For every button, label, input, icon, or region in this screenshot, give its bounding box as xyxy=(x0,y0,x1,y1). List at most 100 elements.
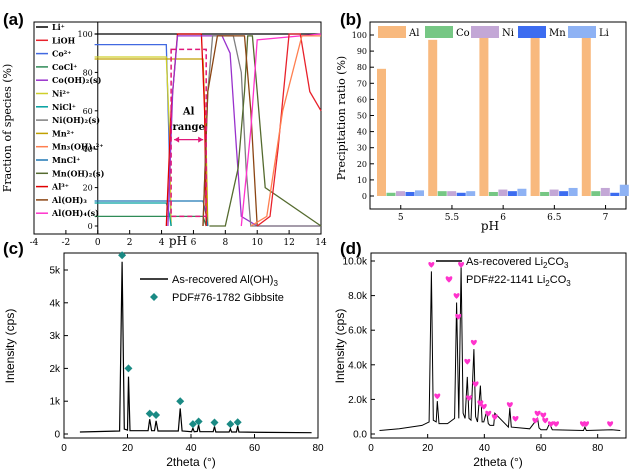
a-xtick-label-10: 10 xyxy=(251,238,263,248)
b-bar-li-7 xyxy=(619,184,629,196)
b-bar-mn-5 xyxy=(405,191,415,196)
b-legend-swatch-mn xyxy=(518,26,546,38)
panel-d-ylabel: Intensity (cps) xyxy=(333,309,347,384)
c-xtick-label-80: 80 xyxy=(312,443,324,454)
c-ytick-label-4k: 4k xyxy=(49,298,61,309)
panel-a-label: (a) xyxy=(3,10,24,29)
a-legend-label-co: Co²⁺ xyxy=(52,49,71,59)
d-reference-marker-16 xyxy=(534,410,541,417)
b-ytick-label-80: 80 xyxy=(357,63,367,72)
a-ytick-label-0: 0 xyxy=(88,222,93,231)
b-bar-ni-5-5 xyxy=(447,191,457,196)
al-range-arrowhead-right xyxy=(198,136,204,143)
panel-d-label: (d) xyxy=(340,239,362,258)
b-bar-al-5-5 xyxy=(428,39,438,196)
b-legend-swatch-ni xyxy=(471,26,499,38)
a-series-mncl xyxy=(94,200,209,227)
b-ytick-label-90: 90 xyxy=(357,47,367,56)
panel-a-legend: Li⁺ LiOH Co²⁺ CoCl⁺ Co(OH)₂(s) Ni²⁺ NiCl⁺ Ni(OH… xyxy=(36,22,105,218)
a-legend-label-al-oh: Al(OH)₃ xyxy=(51,195,87,205)
a-xtick-label-4: 4 xyxy=(159,238,165,248)
b-legend-label-ni: Ni xyxy=(502,28,514,39)
d-reference-marker-11 xyxy=(485,410,492,417)
a-series-ni xyxy=(94,56,172,227)
al-range-label-2: range xyxy=(172,122,204,133)
d-ytick-label-10-0k: 10.0k xyxy=(343,257,368,268)
c-xtick-label-40: 40 xyxy=(185,443,197,454)
panel-d-legend-label-2: PDF#22-1141 Li2CO3 xyxy=(466,274,571,288)
d-reference-marker-4 xyxy=(458,262,465,268)
panel-c-series xyxy=(79,251,312,434)
c-xtick-label-20: 20 xyxy=(122,443,134,454)
d-reference-marker-18 xyxy=(542,417,549,424)
al-range-annotation: Al range xyxy=(170,48,207,218)
a-ytick-label-40: 40 xyxy=(83,145,93,154)
a-legend-label-cocl: CoCl⁺ xyxy=(52,62,77,72)
d-reference-marker-23 xyxy=(607,421,614,427)
a-legend-label-ni: Ni²⁺ xyxy=(52,89,70,99)
d-xtick-label-0: 0 xyxy=(368,443,374,454)
c-ytick-label-1k: 1k xyxy=(49,397,61,408)
b-xtick-label-6-5: 6.5 xyxy=(547,213,562,223)
b-ytick-label-10: 10 xyxy=(357,176,367,185)
c-reference-marker-5 xyxy=(188,420,197,429)
b-xtick-label-5-5: 5.5 xyxy=(445,213,460,223)
a-ytick-label-80: 80 xyxy=(83,68,93,77)
b-legend-label-co: Co xyxy=(456,28,470,39)
b-bar-li-5-5 xyxy=(466,191,476,196)
c-reference-marker-1 xyxy=(124,364,133,373)
c-reference-marker-9 xyxy=(233,418,242,427)
d-reference-marker-20 xyxy=(552,421,560,427)
b-ytick-label-20: 20 xyxy=(357,160,367,169)
d-reference-marker-3 xyxy=(455,313,462,320)
a-series-al xyxy=(165,33,207,227)
a-series-ni-oh-s xyxy=(202,35,321,227)
panel-b: (b) 0 10 20 30 40 50 60 70 80 90 100 5 5.5 6 6.5 7 Al Co… xyxy=(335,10,629,233)
b-legend-swatch-co xyxy=(425,26,453,38)
c-reference-marker-3 xyxy=(152,410,161,419)
d-xtick-label-60: 60 xyxy=(535,443,547,454)
c-pattern-line xyxy=(79,261,312,434)
a-series-mn-oh-s xyxy=(209,35,322,227)
panel-c-ylabel: Intensity (cps) xyxy=(3,309,17,384)
a-series-co xyxy=(94,43,172,227)
a-legend-label-mn: Mn²⁺ xyxy=(52,128,74,138)
c-reference-marker-4 xyxy=(176,397,185,406)
b-bar-co-5-5 xyxy=(437,191,447,196)
d-reference-marker-22 xyxy=(583,421,590,427)
d-reference-marker-13 xyxy=(506,402,513,408)
b-bar-ni-5 xyxy=(396,191,405,196)
c-xtick-label-60: 60 xyxy=(249,443,261,454)
panel-d-frame xyxy=(370,252,627,439)
b-bar-mn-7 xyxy=(610,192,620,196)
d-reference-marker-17 xyxy=(540,412,547,419)
b-ytick-label-0: 0 xyxy=(362,192,367,201)
a-xtick-label-12: 12 xyxy=(283,238,294,248)
d-ytick-label-2-0k: 2.0k xyxy=(348,395,368,406)
d-reference-marker-14 xyxy=(512,415,519,422)
c-ytick-label-2k: 2k xyxy=(49,364,61,375)
b-legend-label-al: Al xyxy=(408,28,419,39)
d-reference-marker-2 xyxy=(453,293,460,299)
a-legend-label-nicl: NiCl⁺ xyxy=(52,102,76,112)
b-bar-al-6-5 xyxy=(530,35,540,197)
d-reference-marker-5 xyxy=(464,358,471,365)
b-bar-co-7 xyxy=(591,191,601,196)
b-xtick-label-7: 7 xyxy=(603,213,609,223)
a-legend-label-co-oh-s: Co(OH)₂(s) xyxy=(52,75,102,85)
b-ytick-label-100: 100 xyxy=(352,31,367,40)
panel-d-axes: 0 20 40 60 80 0.0 2.0k 4.0k 6.0k 8.0k 10.0k xyxy=(343,257,604,455)
panel-b-axes: 0 10 20 30 40 50 60 70 80 90 100 5 5.5 6 6.5 7 xyxy=(352,31,609,223)
panel-b-xlabel: pH xyxy=(481,219,499,233)
a-legend-label-ni-oh-s: Ni(OH)₂(s) xyxy=(52,115,100,125)
b-ytick-label-30: 30 xyxy=(357,144,367,153)
d-reference-marker-6 xyxy=(466,395,473,401)
b-ytick-label-60: 60 xyxy=(357,95,367,104)
d-reference-marker-19 xyxy=(547,421,554,427)
panel-d-series xyxy=(379,262,621,432)
panel-b-legend: Al Co Ni Mn Li xyxy=(378,26,609,39)
d-reference-marker-12 xyxy=(491,414,498,420)
al-range-arrowhead-left xyxy=(174,136,180,143)
a-series-lioh xyxy=(256,33,322,227)
b-bar-al-6 xyxy=(479,36,489,196)
